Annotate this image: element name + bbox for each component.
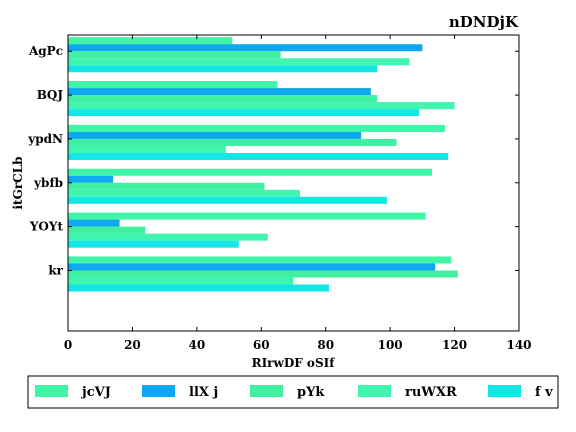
bar-jcVJ-YOYt (68, 212, 426, 220)
legend-swatch (142, 385, 175, 397)
bar-pYk-ybfb (68, 182, 265, 190)
y-axis-ticks: AgPc BQJ ypdN ybfb YOYt kr (27, 44, 519, 277)
bar-f-v-ybfb (68, 196, 387, 204)
bar-ruWXR-kr (68, 277, 294, 285)
y-tick-label: AgPc (28, 44, 63, 58)
legend-label: f v (535, 385, 553, 400)
bar-jcVJ-ybfb (68, 168, 433, 176)
x-tick-label: 40 (189, 338, 206, 352)
legend-swatch (488, 385, 521, 397)
legend: jcVJ llX j pYk ruWXR f v (35, 385, 553, 400)
bar-pYk-kr (68, 270, 458, 278)
x-tick-label: 100 (378, 338, 403, 352)
bar-f-v-BQJ (68, 109, 420, 117)
bar-f-v-YOYt (68, 240, 239, 248)
y-axis-label: itGrCLb (11, 156, 25, 209)
bar-f-v-ypdN (68, 152, 449, 160)
bar-f-v-AgPc (68, 65, 378, 73)
x-tick-label: 140 (506, 338, 531, 352)
legend-swatch (35, 385, 68, 397)
legend-label: ruWXR (405, 385, 457, 400)
legend-box (27, 375, 559, 409)
bar-jcVJ-kr (68, 256, 452, 264)
bar-jcVJ-BQJ (68, 81, 278, 89)
bar-llX-j-YOYt (68, 219, 120, 227)
bar-llX-j-AgPc (68, 44, 423, 52)
bar-ruWXR-YOYt (68, 233, 268, 241)
bar-ruWXR-BQJ (68, 102, 455, 110)
bar-ruWXR-ybfb (68, 189, 300, 197)
bar-llX-j-ybfb (68, 175, 114, 183)
y-tick-label: ybfb (33, 176, 63, 190)
bar-pYk-BQJ (68, 95, 378, 103)
chart-title: nDNDjK (449, 13, 519, 31)
y-tick-label: YOYt (29, 220, 64, 234)
bar-pYk-ypdN (68, 138, 397, 146)
legend-label: pYk (297, 385, 325, 400)
y-tick-label: ypdN (27, 132, 63, 146)
x-tick-label: 120 (442, 338, 467, 352)
bar-jcVJ-ypdN (68, 124, 445, 132)
legend-label: jcVJ (81, 385, 111, 400)
bar-f-v-kr (68, 284, 329, 292)
bar-ruWXR-AgPc (68, 58, 410, 66)
bar-ruWXR-ypdN (68, 145, 226, 153)
x-axis-label: RIrwDF oSIf (252, 356, 336, 370)
x-tick-label: 0 (64, 338, 72, 352)
legend-label: llX j (189, 385, 218, 400)
bar-pYk-YOYt (68, 226, 146, 234)
x-tick-label: 20 (124, 338, 141, 352)
bar-llX-j-ypdN (68, 131, 362, 139)
bar-pYk-AgPc (68, 51, 281, 59)
x-tick-label: 80 (317, 338, 334, 352)
bar-llX-j-kr (68, 263, 436, 271)
legend-swatch (358, 385, 391, 397)
bar-llX-j-BQJ (68, 88, 371, 96)
y-tick-label: BQJ (37, 88, 64, 102)
bars-group (68, 37, 458, 292)
y-tick-label: kr (48, 263, 63, 277)
legend-swatch (250, 385, 283, 397)
x-tick-label: 60 (253, 338, 270, 352)
bar-jcVJ-AgPc (68, 37, 233, 45)
x-axis-ticks: 0 20 40 60 80 100 120 140 (64, 35, 532, 352)
